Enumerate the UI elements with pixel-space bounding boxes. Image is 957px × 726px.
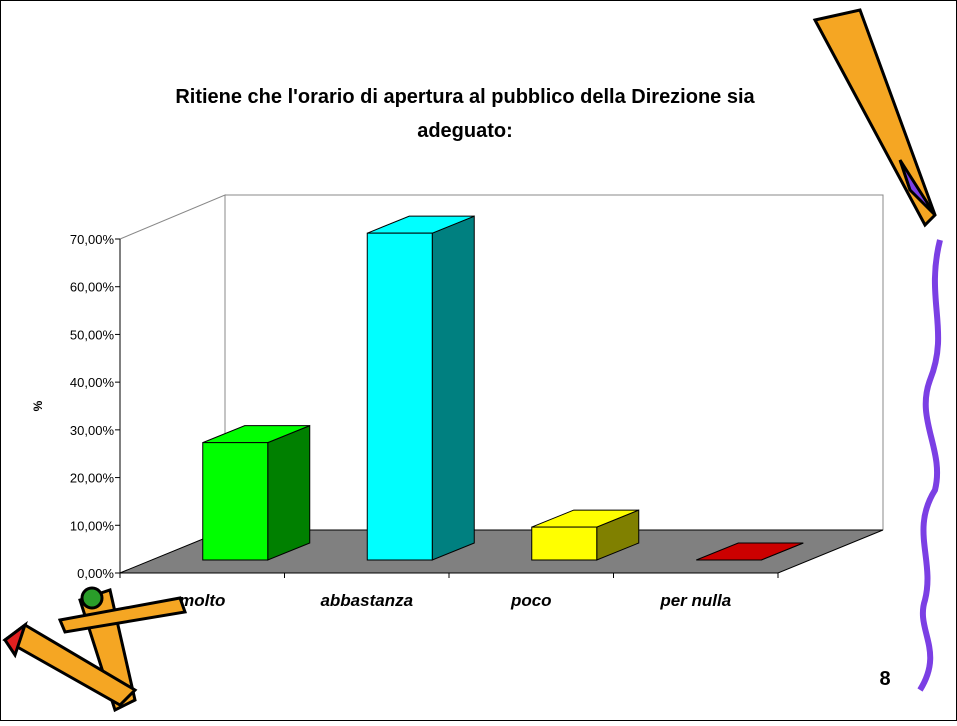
page-number: 8 (879, 668, 890, 690)
y-axis-title: % (31, 400, 45, 411)
chart-title: Ritiene che l'orario di apertura al pubb… (175, 86, 755, 142)
bar-front (531, 526, 598, 561)
x-tick-label: poco (510, 591, 552, 610)
bar-top (696, 542, 804, 561)
x-tick-label: abbastanza (320, 591, 413, 610)
y-tick-label: 20,00% (70, 471, 115, 486)
bar (366, 215, 475, 561)
bar (202, 424, 311, 561)
y-tick-label: 40,00% (70, 375, 115, 390)
squiggle-decoration (917, 239, 943, 692)
y-tick-label: 60,00% (70, 280, 115, 295)
x-tick-label: per nulla (659, 591, 731, 610)
bar (696, 542, 804, 561)
bar-front (366, 232, 433, 561)
y-tick-label: 30,00% (70, 423, 115, 438)
y-tick-label: 70,00% (70, 232, 115, 247)
bar-side (431, 215, 475, 561)
bar-front (202, 442, 269, 561)
bar-side (267, 424, 311, 561)
bar (531, 509, 640, 561)
crayon-decoration (2, 8, 937, 713)
x-tick-label: molto (179, 591, 225, 610)
y-tick-label: 0,00% (77, 566, 114, 581)
y-tick-label: 10,00% (70, 518, 115, 533)
back-wall (225, 194, 884, 530)
y-tick-label: 50,00% (70, 327, 115, 342)
